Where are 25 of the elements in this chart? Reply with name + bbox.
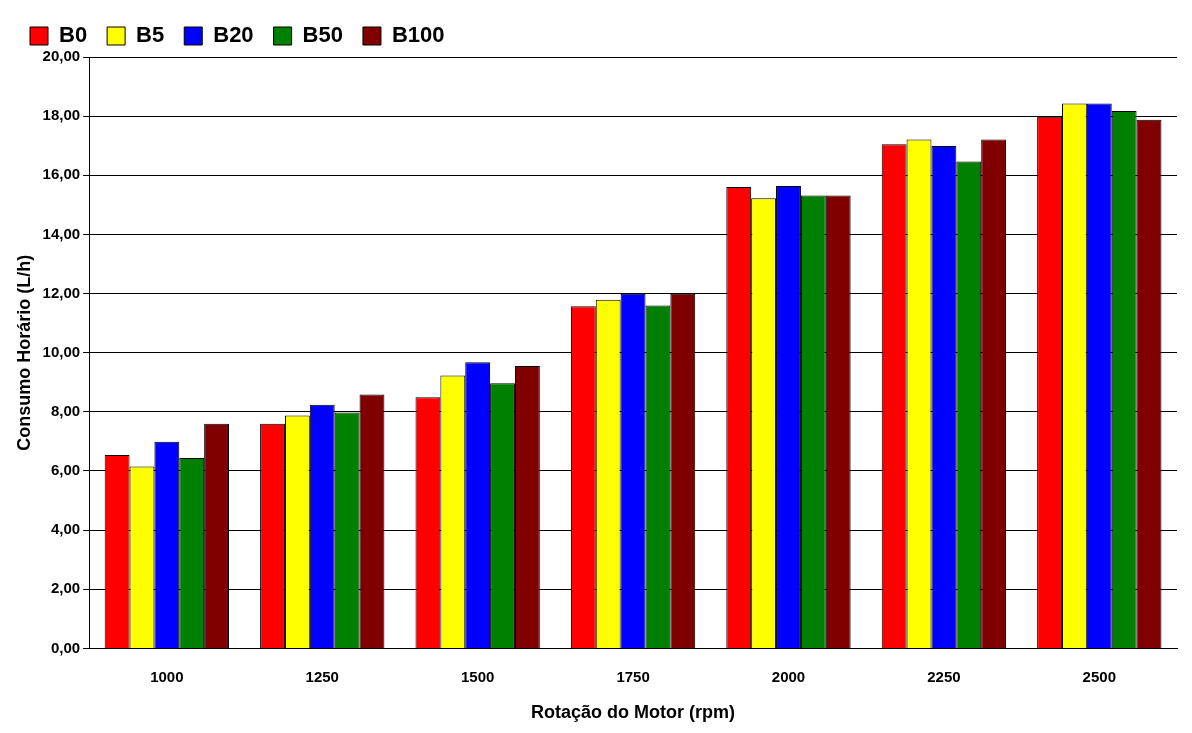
legend-label: B5: [136, 22, 165, 48]
y-axis-title: Consumo Horário (L/h): [13, 254, 34, 451]
x-tick-label: 2000: [771, 667, 806, 685]
y-tick-label: 16,00: [42, 165, 81, 183]
y-tick-label: 10,00: [42, 342, 81, 360]
y-tick-label: 12,00: [42, 283, 81, 301]
x-axis-title: Rotação do Motor (rpm): [531, 702, 736, 723]
y-tick-label: 4,00: [50, 520, 81, 538]
y-tick-label: 14,00: [42, 224, 81, 242]
x-tick-label: 1750: [616, 667, 650, 685]
legend-label: B100: [391, 22, 445, 48]
x-tick-label: 1250: [305, 667, 339, 685]
legend-label: B50: [302, 22, 343, 48]
y-tick-label: 2,00: [50, 579, 81, 597]
x-tick-label: 1000: [150, 667, 184, 685]
legend-label: B20: [213, 22, 254, 48]
legend-label: B0: [59, 22, 88, 48]
x-tick-label: 2500: [1082, 667, 1116, 685]
x-tick-label: 2250: [927, 667, 961, 685]
y-tick-label: 20,00: [42, 47, 81, 65]
y-tick-label: 8,00: [50, 401, 81, 419]
y-tick-label: 0,00: [50, 638, 81, 656]
x-tick-label: 1500: [460, 667, 495, 685]
y-tick-label: 6,00: [50, 461, 81, 479]
y-tick-label: 18,00: [42, 106, 81, 124]
